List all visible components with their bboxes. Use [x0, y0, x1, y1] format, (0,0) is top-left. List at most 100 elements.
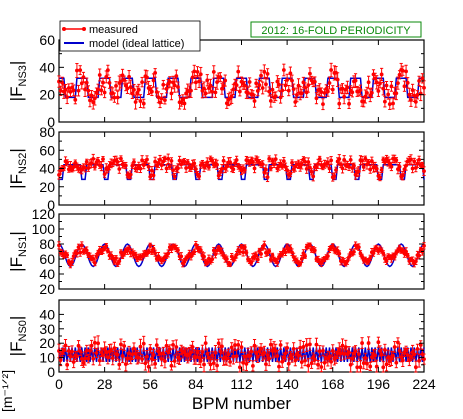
- data-point: [172, 359, 177, 363]
- data-point: [319, 90, 324, 94]
- data-point: [268, 257, 273, 262]
- data-point: [286, 361, 291, 366]
- data-point: [197, 79, 202, 84]
- data-point: [167, 79, 172, 84]
- data-point: [205, 260, 210, 265]
- data-point: [268, 166, 273, 171]
- legend-measured-label: measured: [89, 24, 138, 36]
- data-point: [371, 251, 376, 256]
- data-point: [247, 354, 252, 359]
- data-point: [280, 359, 285, 364]
- data-point: [241, 250, 246, 255]
- data-point: [115, 95, 120, 100]
- data-point: [363, 355, 368, 360]
- data-point: [242, 83, 247, 88]
- data-point: [107, 80, 112, 85]
- data-point: [216, 173, 221, 178]
- data-point: [347, 101, 351, 106]
- data-point: [255, 257, 260, 262]
- data-point: [415, 92, 420, 97]
- data-point: [422, 243, 426, 248]
- data-point: [273, 157, 278, 161]
- data-point: [153, 251, 158, 256]
- data-point: [237, 89, 242, 94]
- data-point: [167, 347, 172, 352]
- data-point: [422, 169, 426, 174]
- data-point: [389, 164, 394, 169]
- data-point: [176, 248, 180, 253]
- data-point: [146, 164, 151, 169]
- data-point: [208, 362, 213, 367]
- data-point: [169, 91, 174, 96]
- data-point: [70, 85, 74, 90]
- data-point: [88, 348, 92, 353]
- data-point: [356, 169, 361, 174]
- data-point: [298, 345, 303, 350]
- y-tick-label: 40: [39, 161, 55, 177]
- data-point: [166, 251, 171, 256]
- data-point: [384, 83, 389, 88]
- data-point: [241, 360, 246, 365]
- data-point: [79, 243, 84, 248]
- data-point: [86, 356, 91, 361]
- data-point: [270, 253, 275, 258]
- data-point: [378, 175, 382, 180]
- data-point: [172, 174, 177, 179]
- data-point: [193, 242, 198, 247]
- data-point: [366, 160, 371, 165]
- data-point: [366, 80, 371, 85]
- data-point: [101, 157, 105, 162]
- data-point: [200, 350, 205, 354]
- data-point: [270, 87, 275, 92]
- panel-frame: [58, 299, 425, 373]
- data-point: [119, 79, 123, 84]
- data-point: [216, 245, 221, 250]
- data-point: [314, 342, 319, 347]
- data-point: [376, 89, 381, 93]
- data-point: [247, 161, 252, 166]
- data-point: [312, 248, 317, 253]
- data-point: [352, 163, 356, 168]
- data-point: [337, 347, 342, 352]
- data-point: [278, 343, 283, 347]
- data-point: [99, 164, 104, 168]
- data-point: [234, 158, 239, 162]
- y-axis-label: |FNS3|: [7, 61, 29, 102]
- data-point: [280, 164, 285, 169]
- data-point: [120, 353, 125, 358]
- data-point: [198, 248, 203, 252]
- data-point: [138, 166, 143, 171]
- data-point: [70, 349, 74, 354]
- data-point: [174, 345, 179, 349]
- data-point: [396, 81, 400, 85]
- y-tick-label: 120: [32, 206, 56, 222]
- data-point: [252, 166, 257, 171]
- y-axis-label: |FNS2|: [7, 148, 29, 189]
- data-point: [308, 71, 312, 76]
- x-tick-label: 28: [97, 376, 113, 392]
- data-point: [171, 80, 175, 85]
- y-tick-label: 40: [39, 59, 55, 75]
- data-point: [151, 246, 156, 251]
- data-point: [311, 174, 316, 179]
- data-point: [71, 88, 76, 93]
- data-point: [299, 91, 304, 96]
- data-point: [58, 88, 63, 93]
- data-point: [353, 349, 358, 354]
- data-point: [193, 80, 198, 85]
- x-axis-label: BPM number: [192, 394, 292, 413]
- data-point: [117, 362, 122, 367]
- data-point: [171, 168, 175, 173]
- data-point: [374, 246, 379, 251]
- data-point: [369, 90, 374, 95]
- data-point: [262, 242, 267, 247]
- data-point: [325, 89, 330, 94]
- data-point: [221, 83, 226, 88]
- data-point: [384, 362, 389, 367]
- data-point: [409, 157, 413, 162]
- annotation-box: [250, 21, 422, 38]
- data-point: [329, 68, 334, 72]
- data-point: [176, 85, 180, 89]
- data-point: [231, 354, 236, 359]
- data-point: [413, 365, 418, 370]
